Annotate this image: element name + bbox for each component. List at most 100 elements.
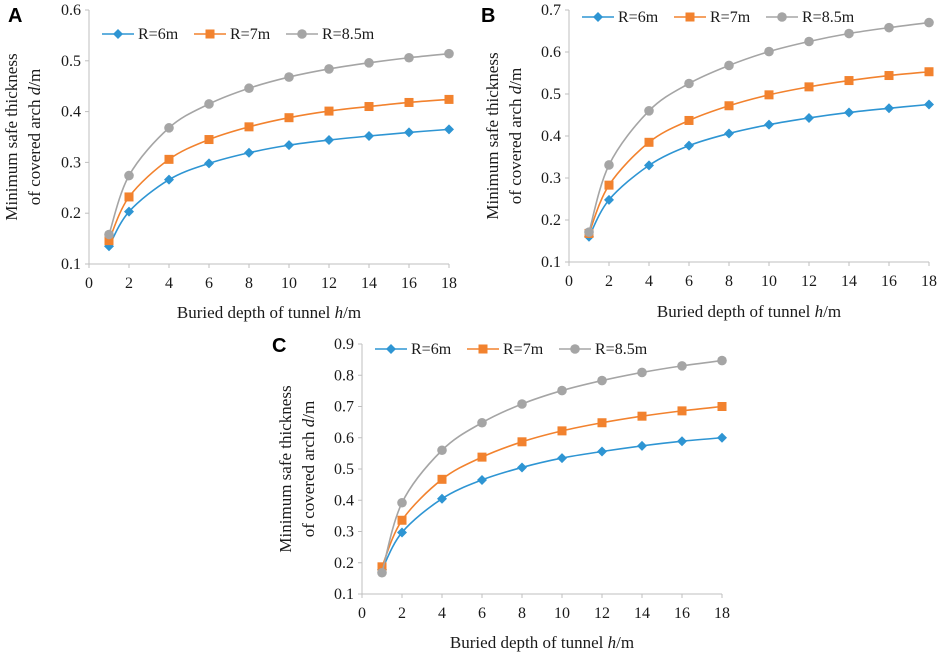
legend-item: R=8.5m (766, 9, 855, 26)
x-tick-label: 8 (245, 275, 253, 292)
legend-marker (685, 12, 695, 22)
x-tick-label: 4 (645, 273, 653, 290)
legend-label: R=6m (618, 9, 659, 26)
legend-label: R=8.5m (322, 26, 375, 43)
x-tick-label: 6 (478, 605, 486, 622)
series-line (108, 128, 450, 247)
data-point (724, 101, 734, 111)
data-point (477, 452, 487, 462)
data-point (284, 113, 294, 123)
x-tick-label: 10 (554, 605, 570, 622)
chart-panel-b: B 0.1 0.2 0.3 0.4 0.5 0.6 0.7 0 2 4 6 8 10 12 14 16 18 Bur… (481, 2, 937, 321)
data-point (477, 474, 487, 485)
data-point (377, 567, 387, 578)
x-axis-title-unit: /m (823, 302, 841, 321)
x-tick-label: 10 (761, 273, 777, 290)
x-tick-label: 12 (321, 275, 337, 292)
data-point (284, 72, 294, 82)
legend-item: R=8.5m (559, 341, 648, 358)
y-axis-title-var: d (299, 418, 318, 427)
data-point (444, 48, 454, 59)
data-point (924, 99, 934, 110)
data-point (884, 103, 894, 114)
data-point (597, 418, 607, 428)
legend-item: R=7m (467, 341, 544, 358)
x-tick-label: 16 (401, 275, 417, 292)
series-R=8.5m (377, 355, 727, 578)
series-R=8.5m (584, 17, 934, 237)
data-point (204, 158, 214, 169)
data-point (324, 106, 334, 116)
data-point (244, 83, 254, 94)
x-axis-title-unit: /m (343, 303, 361, 322)
legend-marker (113, 29, 123, 39)
x-tick-label: 14 (634, 605, 650, 622)
y-tick-label: 0.9 (334, 336, 354, 353)
x-tick-label: 4 (165, 275, 173, 292)
data-point (844, 107, 854, 118)
x-tick-label: 2 (605, 273, 613, 290)
data-point (724, 128, 734, 139)
data-point (557, 426, 567, 436)
y-axis-title-var: d (25, 86, 44, 95)
legend-item: R=8.5m (286, 26, 375, 43)
x-axis-title-var: h (815, 302, 824, 321)
legend-item: R=6m (375, 341, 452, 358)
y-axis-title-unit: /m (506, 68, 525, 86)
x-tick-label: 8 (725, 273, 733, 290)
data-point (324, 135, 334, 146)
legend-label: R=8.5m (595, 341, 648, 358)
y-tick-label: 0.4 (334, 492, 354, 509)
x-tick-label: 8 (518, 605, 526, 622)
legend: R=6m R=7m R=8.5m (102, 26, 375, 43)
data-point (764, 90, 774, 100)
data-point (364, 130, 374, 141)
data-point (597, 375, 607, 386)
data-point (637, 411, 647, 421)
y-tick-label: 0.5 (541, 86, 561, 103)
panel-letter: C (272, 335, 286, 357)
chart-panel-c: C 0.1 0.2 0.3 0.4 0.5 0.6 0.7 0.8 0.9 0 2 4 6 8 10 12 14 1… (272, 335, 730, 652)
data-point (764, 119, 774, 130)
y-axis-title-text: of covered arch (299, 427, 318, 537)
data-point (444, 124, 454, 135)
data-point (584, 227, 594, 237)
data-point (684, 140, 694, 151)
data-point (204, 99, 214, 109)
y-tick-label: 0.3 (334, 524, 354, 541)
data-point (164, 174, 174, 185)
data-point (244, 122, 254, 132)
x-tick-label: 0 (565, 273, 573, 290)
chart-panel-a: A 0.1 0.2 0.3 0.4 0.5 0.6 0 2 4 6 8 10 12 14 16 18 Buried… (2, 2, 457, 322)
series-line (108, 98, 450, 241)
panel-letter: A (8, 5, 22, 27)
y-tick-label: 0.3 (61, 154, 81, 171)
data-point (684, 78, 694, 89)
series-R=7m (584, 67, 934, 238)
data-point (397, 497, 407, 508)
x-tick-label: 14 (841, 273, 857, 290)
data-point (677, 436, 687, 447)
x-axis-title-unit: /m (616, 633, 634, 652)
data-point (557, 453, 567, 464)
legend-label: R=7m (230, 26, 271, 43)
data-point (604, 180, 614, 190)
legend-marker (593, 12, 603, 22)
legend-marker (478, 344, 488, 354)
y-axis-title-line1: Minimum safe thickness (483, 52, 502, 219)
x-tick-label: 0 (358, 605, 366, 622)
legend-item: R=6m (102, 26, 179, 43)
series-line (108, 52, 450, 235)
x-tick-label: 18 (441, 275, 457, 292)
legend-label: R=6m (411, 341, 452, 358)
y-tick-label: 0.3 (541, 170, 561, 187)
legend-label: R=6m (138, 26, 179, 43)
series-R=6m (377, 432, 727, 575)
data-point (557, 385, 567, 396)
data-point (124, 192, 134, 202)
y-axis-title-line1: Minimum safe thickness (2, 53, 21, 220)
legend-label: R=7m (503, 341, 544, 358)
data-point (884, 71, 894, 81)
data-point (637, 367, 647, 378)
data-point (644, 106, 654, 116)
